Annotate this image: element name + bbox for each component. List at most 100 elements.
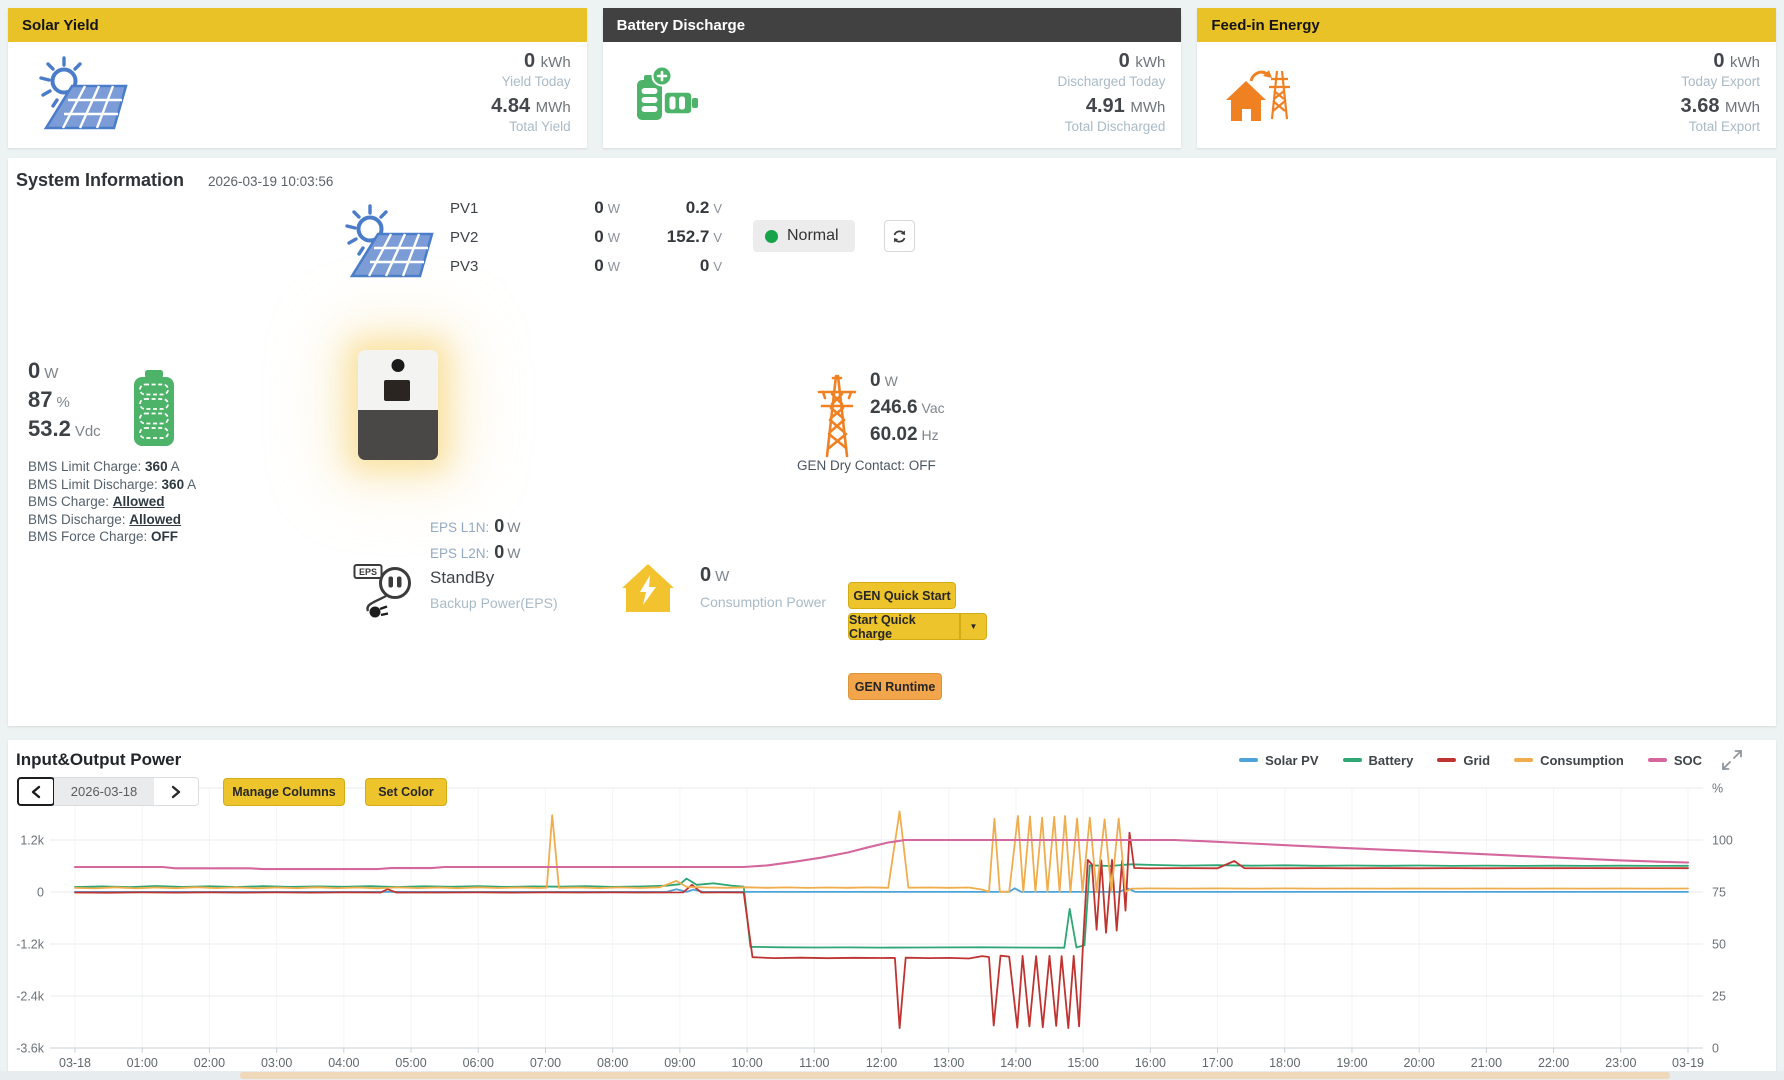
legend-item-grid[interactable]: Grid bbox=[1437, 753, 1490, 768]
legend-dash-icon bbox=[1514, 758, 1534, 762]
manage-columns-button[interactable]: Manage Columns bbox=[223, 777, 345, 806]
battery-soc: 87 bbox=[28, 387, 53, 412]
card-solar-yield: Solar Yield 0 kWh Yield Today bbox=[8, 8, 587, 148]
next-day-button[interactable] bbox=[154, 778, 198, 805]
set-color-button[interactable]: Set Color bbox=[365, 777, 447, 806]
card-header: Solar Yield bbox=[8, 8, 587, 42]
card-header: Feed-in Energy bbox=[1197, 8, 1777, 42]
x-axis-label: 11:00 bbox=[799, 1056, 829, 1070]
x-axis-label: 09:00 bbox=[664, 1056, 695, 1070]
y-axis-right-label: % bbox=[1712, 782, 1723, 796]
chevron-right-icon bbox=[171, 785, 181, 798]
power-chart: 03-18 01:00 02:00 03:00 04:00 05:00 06:00 07:00… bbox=[16, 782, 1733, 1071]
label-today: Today Export bbox=[1681, 74, 1761, 89]
legend-dash-icon bbox=[1437, 758, 1457, 762]
legend-dash-icon bbox=[1239, 758, 1259, 762]
eps-l1n-value: 0 bbox=[494, 516, 505, 536]
status-dot-icon bbox=[765, 229, 778, 243]
label-today: Discharged Today bbox=[1057, 74, 1166, 89]
bms-line: BMS Limit Discharge: 360 A bbox=[28, 476, 197, 492]
y-axis-left-label: 1.2k bbox=[20, 834, 44, 848]
battery-charge-icon bbox=[631, 63, 723, 128]
card-title: Solar Yield bbox=[22, 16, 99, 34]
expand-icon[interactable] bbox=[1720, 748, 1744, 777]
x-axis-label: 16:00 bbox=[1135, 1056, 1166, 1070]
chevron-left-icon bbox=[31, 785, 41, 798]
inverter-logo bbox=[391, 359, 405, 372]
x-axis-label: 03:00 bbox=[261, 1056, 292, 1070]
consumption-power: 0 bbox=[700, 564, 712, 586]
card-title: Feed-in Energy bbox=[1211, 16, 1320, 34]
x-axis-label: 15:00 bbox=[1067, 1056, 1098, 1070]
legend-dash-icon bbox=[1342, 758, 1362, 762]
x-axis-label: 22:00 bbox=[1538, 1056, 1569, 1070]
legend-item-soc[interactable]: SOC bbox=[1647, 752, 1702, 768]
value-today: 0 bbox=[1118, 50, 1130, 72]
x-axis-label: 08:00 bbox=[597, 1056, 628, 1070]
horizontal-scrollbar bbox=[0, 1071, 1784, 1080]
panel-title: System Information bbox=[16, 170, 185, 190]
consumption-house-icon bbox=[620, 562, 676, 619]
unit-total: MWh bbox=[1725, 99, 1761, 116]
y-axis-right-label: 75 bbox=[1712, 886, 1726, 900]
unit-today: kWh bbox=[1135, 54, 1166, 71]
legend-label: SOC bbox=[1673, 752, 1702, 768]
inverter-image bbox=[358, 350, 438, 460]
y-axis-left-label: -1.2k bbox=[16, 938, 45, 952]
label-total: Total Yield bbox=[509, 119, 571, 134]
y-axis-right-label: 0 bbox=[1712, 1042, 1719, 1056]
x-axis-label: 14:00 bbox=[1000, 1056, 1031, 1070]
value-total: 3.68 bbox=[1680, 95, 1720, 117]
value-today: 0 bbox=[1713, 50, 1725, 72]
status-label: Normal bbox=[787, 227, 839, 244]
unit-total: MWh bbox=[535, 99, 571, 116]
x-axis-label: 18:00 bbox=[1269, 1056, 1300, 1070]
card-battery-discharge: Battery Discharge 0 kW bbox=[602, 8, 1182, 148]
value-today: 0 bbox=[523, 50, 536, 72]
eps-state: StandBy bbox=[430, 568, 495, 587]
solar-panel-icon bbox=[341, 204, 435, 283]
chart-legend: Solar PV Battery Grid Consumption SOC bbox=[1239, 753, 1702, 768]
x-axis-label: 07:00 bbox=[530, 1056, 561, 1070]
caret-down-icon: ▼ bbox=[969, 622, 978, 631]
y-axis-right-label: 100 bbox=[1712, 834, 1733, 848]
card-header: Battery Discharge bbox=[602, 8, 1182, 42]
x-axis-label: 05:00 bbox=[395, 1056, 426, 1070]
legend-item-consumption[interactable]: Consumption bbox=[1514, 753, 1624, 768]
label-total: Total Discharged bbox=[1064, 119, 1166, 134]
inverter-screen bbox=[384, 380, 410, 401]
value-total: 4.84 bbox=[491, 95, 531, 117]
bms-line[interactable]: BMS Charge: Allowed bbox=[28, 494, 165, 509]
x-axis-label: 04:00 bbox=[328, 1056, 359, 1070]
x-axis-label: 19:00 bbox=[1336, 1056, 1367, 1070]
grid-voltage: 246.6 bbox=[870, 397, 918, 418]
date-field[interactable]: 2026-03-18 bbox=[54, 778, 154, 805]
unit-total: MWh bbox=[1130, 99, 1166, 116]
start-quick-charge-button[interactable]: Start Quick Charge bbox=[848, 613, 960, 641]
battery-power: 0 bbox=[28, 358, 41, 383]
date-navigator: 2026-03-18 bbox=[17, 777, 199, 806]
x-axis-label: 06:00 bbox=[463, 1056, 494, 1070]
gen-runtime-button[interactable]: GEN Runtime bbox=[848, 673, 942, 700]
quick-charge-dropdown-button[interactable]: ▼ bbox=[960, 613, 987, 640]
legend-item-solar-pv[interactable]: Solar PV bbox=[1239, 753, 1319, 768]
prev-day-button[interactable] bbox=[17, 777, 55, 806]
svg-text:EPS: EPS bbox=[359, 567, 377, 577]
x-axis-label: 21:00 bbox=[1471, 1056, 1502, 1070]
grid-tower-icon bbox=[813, 368, 861, 463]
pv-strings-table: PV1 0 W 0.2 V PV2 0 W 152.7 V PV3 0 W 0 V bbox=[450, 198, 722, 285]
house-export-icon bbox=[1225, 63, 1317, 128]
gen-quick-start-button[interactable]: GEN Quick Start bbox=[848, 582, 956, 609]
y-axis-right-label: 50 bbox=[1712, 938, 1726, 952]
legend-dash-icon bbox=[1647, 758, 1667, 762]
scrollbar-thumb[interactable] bbox=[240, 1072, 1670, 1079]
legend-item-battery[interactable]: Battery bbox=[1342, 753, 1413, 768]
bms-line[interactable]: BMS Discharge: Allowed bbox=[28, 511, 182, 527]
refresh-button[interactable] bbox=[884, 220, 915, 252]
pv-row: PV3 0 W 0 V bbox=[450, 256, 722, 275]
bms-info-list: BMS Limit Charge: 360 A BMS Limit Dischar… bbox=[28, 458, 196, 546]
label-today: Yield Today bbox=[501, 74, 571, 89]
x-axis-label: 03-18 bbox=[59, 1056, 91, 1070]
eps-l1n-row: EPS L1N: 0 W bbox=[430, 516, 521, 536]
x-axis-label: 01:00 bbox=[127, 1056, 158, 1070]
